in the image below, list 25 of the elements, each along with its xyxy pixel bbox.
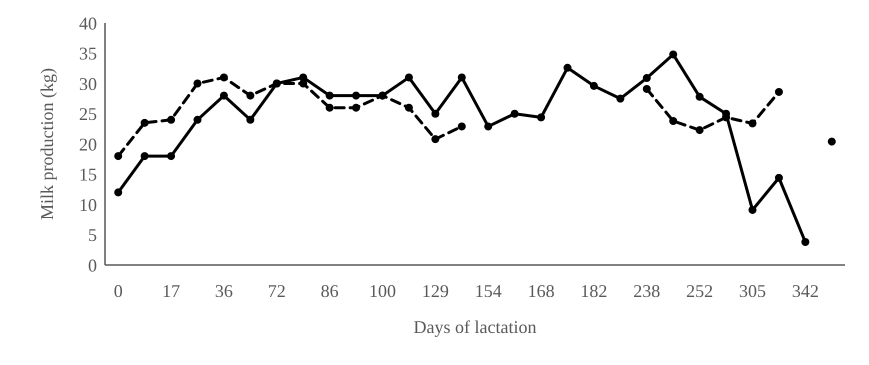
x-tick-label: 129 [422, 281, 449, 301]
x-tick-label: 100 [369, 281, 396, 301]
x-tick-label: 154 [474, 281, 502, 301]
x-tick-label: 86 [320, 281, 339, 301]
y-tick-label: 5 [88, 225, 97, 246]
x-tick-label: 305 [739, 281, 766, 301]
x-tick-label: 342 [792, 281, 819, 301]
y-tick-label: 10 [79, 194, 97, 215]
x-tick-label: 182 [580, 281, 608, 301]
x-tick-label: 168 [528, 281, 555, 301]
y-tick-label: 25 [79, 104, 97, 124]
x-tick-label: 36 [214, 281, 233, 301]
x-tick-label: 238 [633, 281, 660, 301]
y-tick-label: 30 [79, 74, 97, 94]
y-tick-label: 20 [79, 134, 97, 154]
y-tick-label: 35 [79, 44, 97, 64]
y-tick-label: 0 [88, 255, 97, 276]
y-tick-label: 40 [79, 13, 97, 34]
x-tick-label: 252 [686, 281, 714, 301]
x-tick-label: 17 [162, 281, 180, 301]
x-axis-title: Days of lactation [414, 317, 536, 337]
y-axis-title: Milk production (kg) [37, 68, 57, 220]
x-tick-label: 0 [114, 281, 123, 301]
x-tick-label: 72 [268, 281, 286, 301]
y-tick-label: 15 [79, 164, 97, 185]
